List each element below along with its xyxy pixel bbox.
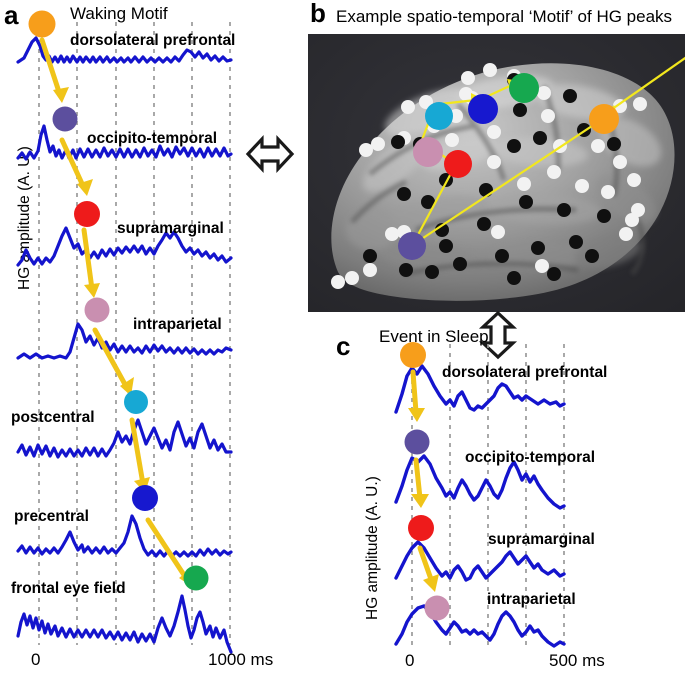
connector-b-to-c xyxy=(478,310,518,360)
node-occipito-temporal xyxy=(52,106,78,132)
motif-node-markers xyxy=(28,10,209,591)
trace-waveform xyxy=(16,124,233,161)
trace-label-dorsolateral-prefrontal: dorsolateral prefrontal xyxy=(442,364,608,381)
node-supramarginal xyxy=(74,201,100,227)
trace-label-postcentral: postcentral xyxy=(11,409,95,426)
panel-c-xtick-end: 500 ms xyxy=(549,651,605,670)
brain-surface-panel xyxy=(308,34,685,312)
panel-a-plot xyxy=(16,10,233,654)
trace-waveform xyxy=(16,36,233,64)
trace-label-precentral: precentral xyxy=(14,508,89,525)
trace-label-intraparietal: intraparietal xyxy=(487,591,576,608)
panel-a-xtick-end: 1000 ms xyxy=(208,650,274,669)
trace-waveform xyxy=(16,418,233,459)
node-occipito-temporal xyxy=(404,429,430,455)
panel-b-title: Example spatio-temporal ‘Motif’ of HG pe… xyxy=(336,7,673,26)
trace-label-occipito-temporal: occipito-temporal xyxy=(465,449,596,466)
panel-c-title: Event in Sleep xyxy=(379,327,489,346)
panel-c-plot xyxy=(394,342,566,648)
connector-a-to-b xyxy=(245,134,295,174)
double-headed-vertical-arrow-icon xyxy=(478,310,518,360)
brain-node-dorsolateral-prefrontal xyxy=(589,104,619,134)
node-supramarginal xyxy=(408,515,434,541)
double-headed-horizontal-arrow-icon xyxy=(245,134,295,174)
node-intraparietal xyxy=(84,297,110,323)
node-dorsolateral-prefrontal xyxy=(400,342,426,368)
panel-a-letter: a xyxy=(4,0,19,30)
panel-a-title: Waking Motif xyxy=(70,4,168,23)
trace-waveform xyxy=(394,454,566,510)
node-postcentral xyxy=(124,390,148,414)
trace-waveform xyxy=(16,514,233,558)
panel-b-letter: b xyxy=(310,0,326,28)
trace-waveform xyxy=(394,364,566,414)
trace-label-frontal-eye-field: frontal eye field xyxy=(11,580,126,597)
trace-waveform xyxy=(394,540,566,582)
brain-node-occipito-temporal xyxy=(398,232,426,260)
brain-node-precentral xyxy=(468,94,498,124)
trace-waveform xyxy=(394,604,566,648)
brain-render xyxy=(308,34,685,312)
trace-label-occipito-temporal: occipito-temporal xyxy=(87,130,218,147)
node-frontal-eye-field xyxy=(183,565,209,591)
brain-node-postcentral xyxy=(425,102,453,130)
motif-node-markers xyxy=(400,342,450,621)
brain-node-supramarginal xyxy=(444,150,472,178)
trace-waveform xyxy=(16,226,233,267)
panel-a-xtick-start: 0 xyxy=(31,650,41,669)
node-dorsolateral-prefrontal xyxy=(28,10,56,38)
trace-waveform xyxy=(16,594,233,654)
trace-label-dorsolateral-prefrontal: dorsolateral prefrontal xyxy=(70,32,236,49)
brain-node-intraparietal xyxy=(413,137,443,167)
motif-sequence-arrows xyxy=(408,369,439,592)
panel-c-xtick-start: 0 xyxy=(405,651,415,670)
trace-label-supramarginal: supramarginal xyxy=(488,531,595,548)
node-precentral xyxy=(132,485,158,511)
trace-waveform xyxy=(16,322,233,360)
node-intraparietal xyxy=(424,595,450,621)
panel-c-letter: c xyxy=(336,331,351,361)
trace-label-supramarginal: supramarginal xyxy=(117,220,224,237)
brain-motif-nodes xyxy=(398,73,619,260)
trace-label-intraparietal: intraparietal xyxy=(133,316,222,333)
brain-node-frontal-eye-field xyxy=(509,73,539,103)
